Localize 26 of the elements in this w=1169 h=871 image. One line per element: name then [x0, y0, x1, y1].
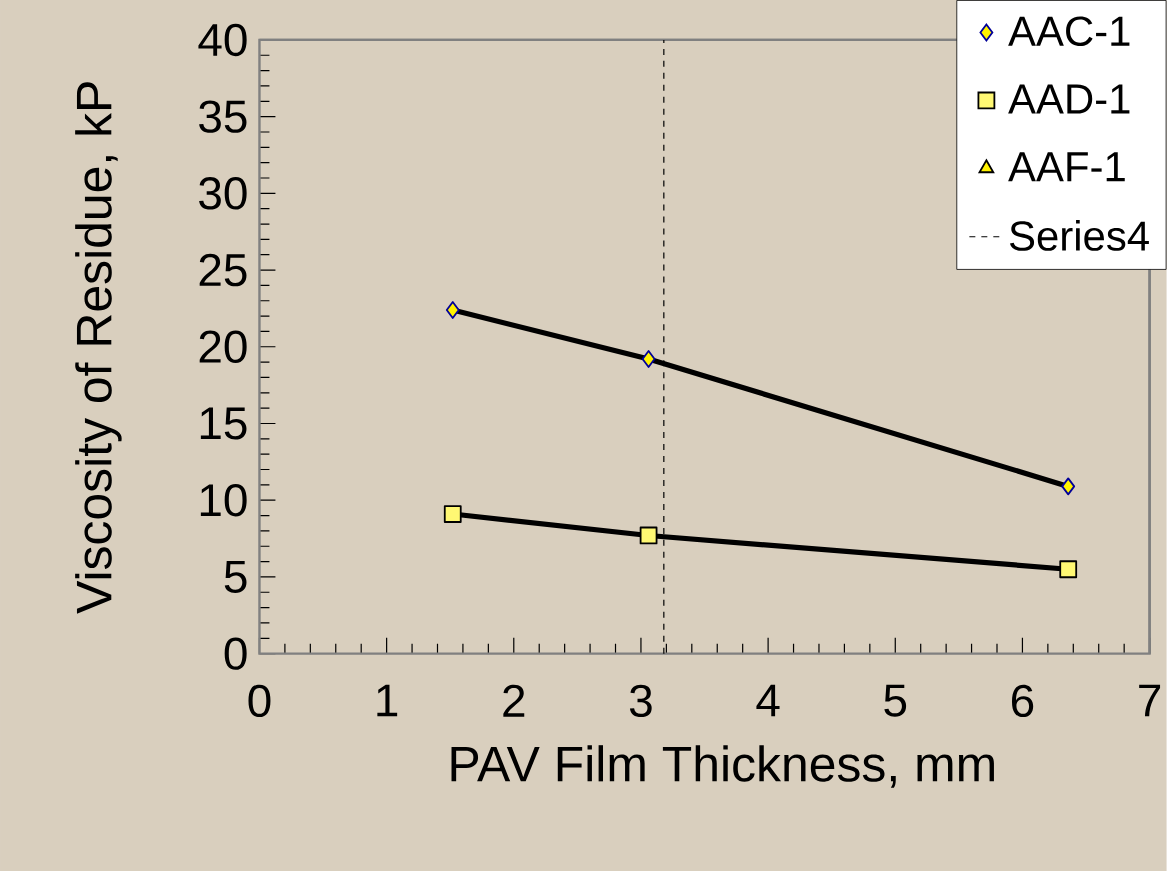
y-tick-label: 40 [198, 23, 247, 57]
legend-label: Series4 [1009, 220, 1149, 251]
x-tick-label: 5 [884, 684, 907, 717]
y-tick-label: 5 [224, 560, 247, 593]
y-tick-label: 15 [200, 407, 247, 440]
x-tick-label: 6 [1011, 684, 1034, 718]
y-tick-label: 30 [199, 177, 247, 210]
x-tick-label: 7 [1139, 684, 1161, 717]
x-tick-label: 1 [377, 684, 398, 717]
y-tick-label: 20 [199, 330, 247, 363]
point [1059, 560, 1078, 579]
legend-label: AAC-1 [1008, 16, 1130, 46]
y-tick-label: 35 [199, 100, 247, 133]
x-tick-label: 3 [629, 684, 652, 718]
legend-label: AAD-1 [1008, 84, 1130, 114]
x-axis-title: PAV Film Thickness, mm [451, 745, 994, 788]
y-tick-label: 10 [200, 483, 247, 517]
x-tick-label: 2 [503, 684, 525, 717]
y-axis-title: Viscosity of Residue, kP [75, 82, 122, 614]
y-tick-label: 0 [224, 637, 247, 670]
point [639, 526, 658, 545]
x-tick-label: 4 [756, 684, 780, 717]
point [443, 505, 462, 523]
x-tick-label: 0 [248, 684, 271, 718]
y-tick-label: 25 [199, 253, 247, 287]
legend-label: AAF-1 [1008, 152, 1125, 182]
